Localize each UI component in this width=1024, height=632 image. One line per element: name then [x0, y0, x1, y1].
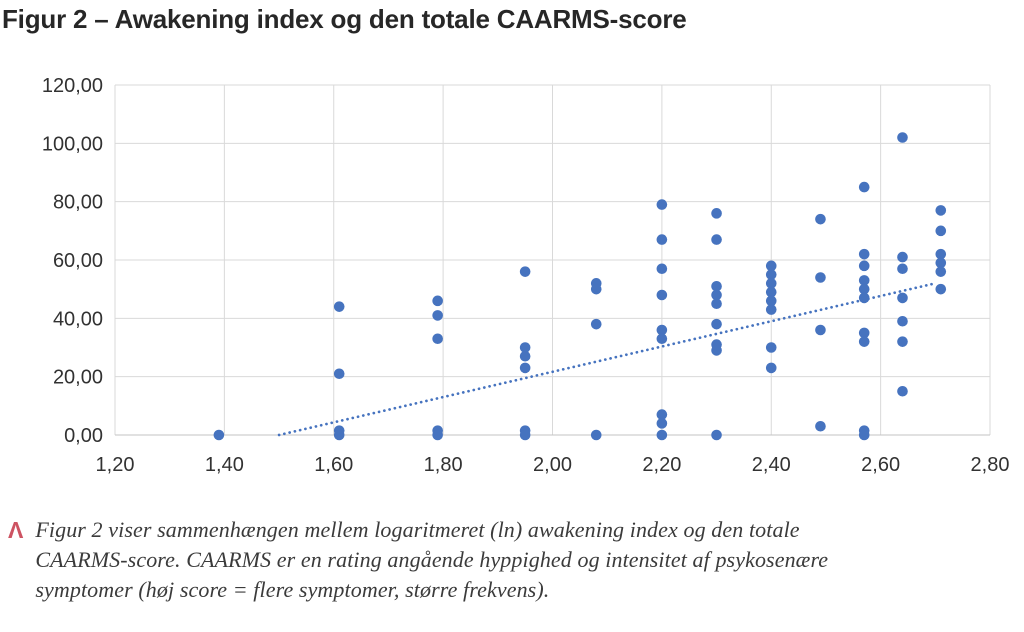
- data-point: [711, 280, 722, 292]
- data-point: [897, 251, 908, 263]
- data-point: [858, 327, 870, 339]
- x-tick-label: 1,40: [205, 454, 244, 476]
- data-point: [765, 269, 777, 280]
- data-point: [765, 295, 777, 307]
- data-point: [656, 234, 668, 245]
- data-point: [935, 205, 947, 216]
- data-point: [815, 272, 826, 283]
- data-point: [935, 283, 947, 295]
- y-tick-label: 80,00: [53, 192, 103, 214]
- data-point: [432, 333, 443, 345]
- data-point: [765, 286, 777, 298]
- data-point: [432, 310, 443, 321]
- data-point: [590, 318, 602, 330]
- caption-line-3: symptomer (høj score = flere symptomer, …: [35, 577, 550, 602]
- data-point: [858, 429, 870, 441]
- data-point: [656, 324, 668, 336]
- data-point: [590, 283, 602, 295]
- caret-up-icon: Λ: [8, 517, 24, 543]
- data-point: [858, 248, 870, 260]
- trendline: [277, 281, 937, 437]
- data-point: [897, 315, 908, 327]
- data-point: [711, 345, 722, 356]
- data-point: [858, 283, 870, 295]
- data-point: [897, 263, 908, 275]
- data-point: [897, 336, 908, 347]
- data-point: [815, 213, 826, 225]
- data-point: [656, 333, 668, 345]
- y-tick-label: 0,00: [64, 425, 103, 447]
- figure-caption: Λ Figur 2 viser sammenhængen mellem loga…: [8, 515, 828, 605]
- data-point: [765, 304, 777, 315]
- x-tick-label: 2,40: [752, 454, 791, 476]
- x-tick-label: 2,80: [971, 454, 1010, 476]
- x-tick-label: 2,20: [642, 454, 681, 476]
- data-point: [858, 181, 870, 193]
- data-point: [519, 342, 531, 353]
- data-point: [656, 199, 668, 210]
- data-point: [711, 289, 722, 301]
- scatter-chart: 1,20 1,40 1,60 1,80 2,00 2,20 2,40 2,60 2,80 0,00…: [42, 75, 1010, 476]
- y-tick-label: 120,00: [42, 75, 103, 97]
- data-point: [815, 324, 826, 336]
- x-tick-label: 2,60: [861, 454, 900, 476]
- x-tick-label: 1,60: [314, 454, 353, 476]
- x-tick-label: 2,00: [533, 454, 572, 476]
- data-point: [711, 429, 722, 441]
- data-point: [858, 275, 870, 286]
- data-point: [656, 418, 668, 429]
- data-point: [432, 295, 443, 307]
- x-tick-label: 1,20: [96, 454, 135, 476]
- data-point: [711, 208, 722, 219]
- data-point: [935, 266, 947, 277]
- caption-line-1: Figur 2 viser sammenhængen mellem logari…: [35, 517, 800, 542]
- data-point: [333, 429, 345, 441]
- data-point: [519, 350, 531, 362]
- data-point: [765, 342, 777, 353]
- data-point: [858, 336, 870, 347]
- y-tick-label: 60,00: [53, 250, 103, 272]
- y-tick-label: 40,00: [53, 308, 103, 330]
- y-tick-label: 20,00: [53, 367, 103, 389]
- data-point: [765, 362, 777, 374]
- data-point: [711, 234, 722, 245]
- figure-title: Figur 2 – Awakening index og den totale …: [2, 4, 687, 34]
- data-point: [858, 260, 870, 272]
- data-point: [656, 263, 668, 275]
- data-point: [711, 318, 722, 330]
- caption-text: Figur 2 viser sammenhængen mellem logari…: [35, 515, 828, 605]
- x-tick-label: 1,80: [424, 454, 463, 476]
- data-point: [519, 429, 531, 441]
- data-point: [590, 429, 602, 441]
- data-point: [858, 292, 870, 304]
- data-point: [935, 257, 947, 269]
- caption-line-2: CAARMS-score. CAARMS er en rating angåen…: [35, 547, 829, 572]
- data-point: [765, 260, 777, 272]
- data-point: [519, 266, 531, 277]
- data-point: [213, 429, 225, 441]
- data-point: [432, 429, 443, 441]
- data-point: [897, 292, 908, 304]
- data-point: [656, 429, 668, 441]
- data-point: [897, 385, 908, 397]
- data-point: [519, 362, 531, 374]
- data-point: [935, 248, 947, 260]
- data-point: [333, 301, 345, 312]
- data-point: [656, 409, 668, 420]
- data-point: [711, 298, 722, 310]
- data-point: [765, 278, 777, 289]
- data-point: [935, 225, 947, 237]
- data-point: [815, 420, 826, 432]
- y-tick-label: 100,00: [42, 133, 103, 155]
- data-point: [897, 132, 908, 143]
- data-point: [333, 368, 345, 380]
- data-point: [656, 289, 668, 301]
